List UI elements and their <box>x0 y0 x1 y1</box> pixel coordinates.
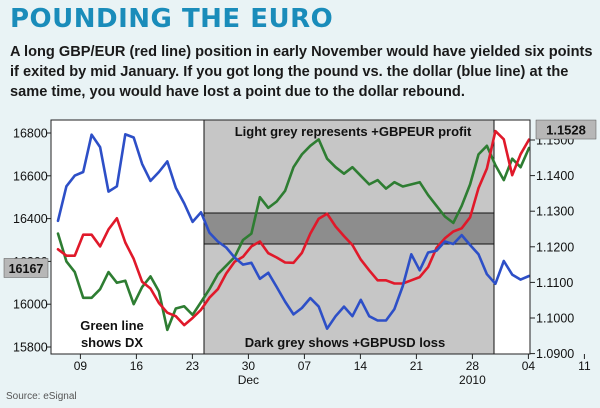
left-value-marker <box>3 258 49 278</box>
right-value-marker-label: 1.1528 <box>546 123 586 138</box>
dark-grey-zone <box>204 213 494 244</box>
right-tick-label: 1.0900 <box>536 347 574 361</box>
x-tick-label: 14 <box>354 359 368 373</box>
left-value-marker-label: 16167 <box>9 262 44 276</box>
series-line-1 <box>56 129 531 327</box>
right-value-marker <box>535 119 597 140</box>
series-line-2 <box>56 133 531 331</box>
right-tick-label: 1.1100 <box>536 276 573 290</box>
right-tick-label: 1.1300 <box>536 205 574 219</box>
left-tick-label: 15800 <box>13 341 48 355</box>
axis-layer: 1580016000162001640016600168001.09001.10… <box>3 119 597 387</box>
x-tick-label: 23 <box>186 359 200 373</box>
green-line-label-line2: shows DX <box>81 335 143 350</box>
x-tick-label: 21 <box>410 359 424 373</box>
left-tick-label: 16600 <box>13 169 48 183</box>
left-tick-label: 16400 <box>13 212 48 226</box>
chart-subtitle: A long GBP/EUR (red line) position in ea… <box>10 44 593 100</box>
left-tick-label: 16800 <box>13 127 48 141</box>
right-tick-label: 1.1200 <box>536 240 574 254</box>
x-month-label: Dec <box>238 373 259 387</box>
x-tick-label: 09 <box>74 359 88 373</box>
series-line-0 <box>56 138 531 332</box>
light-grey-label: Light grey represents +GBPEUR profit <box>235 124 472 139</box>
x-tick-label: 30 <box>242 359 256 373</box>
green-line-label-box <box>72 315 152 351</box>
x-tick-label: 16 <box>130 359 144 373</box>
left-tick-label: 16000 <box>13 298 48 312</box>
series-layer <box>56 129 531 332</box>
right-tick-label: 1.1000 <box>536 312 574 326</box>
source-note: Source: eSignal <box>6 391 77 402</box>
green-line-label-line1: Green line <box>80 318 144 333</box>
x-month-label: 2010 <box>459 373 486 387</box>
plot-border <box>50 119 531 355</box>
x-tick-label: 04 <box>522 359 536 373</box>
right-tick-label: 1.1400 <box>536 169 574 183</box>
x-tick-label: 28 <box>466 359 480 373</box>
chart-title: POUNDING THE EURO <box>10 4 334 34</box>
x-tick-label: 07 <box>298 359 312 373</box>
x-tick-label: 11 <box>578 359 591 373</box>
dark-grey-label: Dark grey shows +GBPUSD loss <box>245 335 446 350</box>
